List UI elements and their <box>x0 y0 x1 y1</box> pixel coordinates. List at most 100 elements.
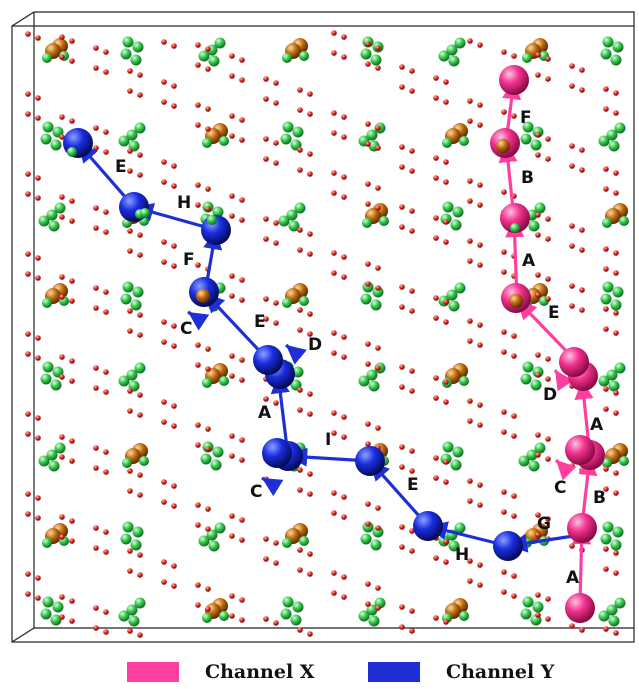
green-atom <box>612 41 624 53</box>
diagram-canvas: A B C A D E A B F G H E I C A D E C F H … <box>11 11 635 643</box>
green-atom <box>208 540 220 552</box>
red-atom <box>331 110 337 116</box>
red-atom <box>69 358 75 364</box>
red-atom <box>477 322 483 328</box>
green-atom <box>200 453 212 465</box>
red-atom <box>229 193 235 199</box>
green-atom <box>206 529 218 541</box>
red-atom <box>239 117 245 123</box>
green-atom <box>282 121 294 133</box>
red-atom <box>25 171 31 177</box>
red-atom <box>25 411 31 417</box>
red-atom <box>59 274 65 280</box>
red-atom <box>93 125 99 131</box>
red-atom <box>467 338 473 344</box>
red-atom <box>477 502 483 508</box>
red-atom <box>171 43 177 49</box>
red-atom <box>171 423 177 429</box>
red-atom <box>307 491 313 497</box>
green-atom <box>139 456 149 466</box>
red-atom <box>307 471 313 477</box>
red-atom <box>365 181 371 187</box>
red-atom <box>331 130 337 136</box>
red-atom <box>443 239 449 245</box>
green-atom <box>528 460 540 472</box>
red-atom <box>579 307 585 313</box>
red-atom <box>569 143 575 149</box>
red-atom <box>477 562 483 568</box>
brown-atom <box>509 294 523 308</box>
red-atom <box>467 498 473 504</box>
red-atom <box>69 538 75 544</box>
green-atom <box>370 54 382 66</box>
legend-channel-x: Channel X <box>127 660 315 684</box>
green-atom <box>450 459 462 471</box>
red-atom <box>25 351 31 357</box>
green-atom <box>450 219 462 231</box>
red-atom <box>195 582 201 588</box>
green-atom <box>606 369 618 381</box>
red-atom <box>103 229 109 235</box>
red-atom <box>399 204 405 210</box>
red-atom <box>229 293 235 299</box>
red-atom <box>365 441 371 447</box>
red-atom <box>535 72 541 78</box>
channel-y-label: H <box>177 193 191 213</box>
green-atom <box>358 610 370 622</box>
red-atom <box>127 308 133 314</box>
red-atom <box>399 464 405 470</box>
red-atom <box>263 156 269 162</box>
red-atom <box>137 172 143 178</box>
green-atom <box>448 540 460 552</box>
red-atom <box>103 609 109 615</box>
red-atom <box>341 274 347 280</box>
red-atom <box>535 52 541 58</box>
green-atom <box>522 596 534 608</box>
channel-x-ion <box>567 513 597 543</box>
red-atom <box>263 316 269 322</box>
red-atom <box>137 392 143 398</box>
red-atom <box>511 593 517 599</box>
red-atom <box>613 330 619 336</box>
red-atom <box>545 356 551 362</box>
red-atom <box>93 445 99 451</box>
red-atom <box>273 220 279 226</box>
green-atom <box>610 54 622 66</box>
red-atom <box>161 339 167 345</box>
green-atom <box>446 44 458 56</box>
red-atom <box>375 185 381 191</box>
red-atom <box>331 430 337 436</box>
red-atom <box>35 35 41 41</box>
green-atom <box>198 50 210 62</box>
red-atom <box>443 99 449 105</box>
green-atom <box>122 281 134 293</box>
red-atom <box>69 518 75 524</box>
red-atom <box>161 579 167 585</box>
legend-swatch-channel-y <box>368 662 420 682</box>
red-atom <box>171 583 177 589</box>
red-atom <box>239 277 245 283</box>
red-atom <box>341 134 347 140</box>
red-atom <box>273 400 279 406</box>
red-atom <box>375 65 381 71</box>
red-atom <box>545 436 551 442</box>
red-atom <box>127 628 133 634</box>
red-atom <box>511 573 517 579</box>
red-atom <box>93 305 99 311</box>
green-atom <box>54 442 66 454</box>
red-atom <box>229 213 235 219</box>
green-atom <box>132 286 144 298</box>
red-atom <box>477 242 483 248</box>
red-atom <box>331 570 337 576</box>
red-atom <box>297 307 303 313</box>
red-atom <box>603 546 609 552</box>
green-atom <box>118 135 130 147</box>
red-atom <box>195 182 201 188</box>
red-atom <box>535 452 541 458</box>
green-atom <box>602 521 614 533</box>
red-atom <box>59 34 65 40</box>
red-atom <box>273 240 279 246</box>
red-atom <box>433 615 439 621</box>
channel-x-label: B <box>593 488 606 508</box>
red-atom <box>93 525 99 531</box>
